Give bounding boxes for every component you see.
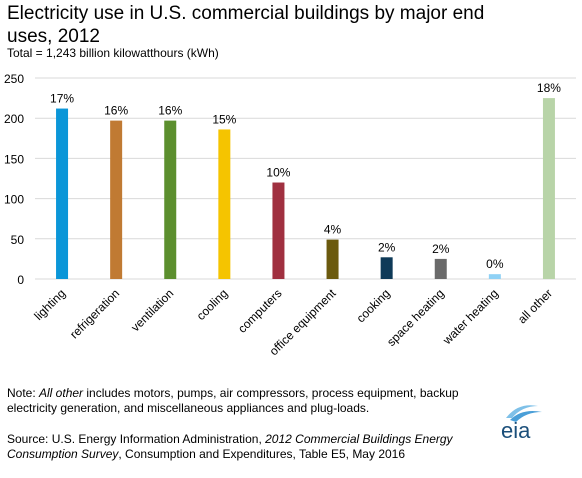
bar [56,108,69,279]
y-tick-label: 150 [4,152,24,166]
chart-source: Source: U.S. Energy Information Administ… [7,432,477,462]
bar [380,257,393,279]
x-tick-label: space heating [384,286,447,349]
x-tick-label: cooking [354,286,393,325]
bar [542,98,555,279]
bar-value-label: 18% [537,81,561,95]
note-italic: All other [39,386,84,400]
x-tick-label: refrigeration [67,286,122,341]
note-rest: includes motors, pumps, air compressors,… [7,386,459,415]
bar-value-label: 16% [104,104,128,118]
source-italic: 2012 Commercial Buildings Energy Consump… [7,432,453,461]
y-axis-ticks: 0 50 100 150 200 250 [4,72,24,287]
chart-note: Note: All other includes motors, pumps, … [7,386,487,416]
bar-value-label: 2% [378,240,396,254]
bar-value-label: 10% [266,166,290,180]
y-tick-label: 250 [4,72,24,86]
bar [272,182,285,279]
value-labels: 17% 16% 16% 15% 10% 4% 2% 2% 0% 18% [50,81,561,271]
bar [110,120,123,279]
chart-subtitle: Total = 1,243 billion kilowatthours (kWh… [7,46,219,60]
chart-title: Electricity use in U.S. commercial build… [7,3,485,47]
y-tick-label: 200 [4,112,24,126]
eia-logo-text: eia [501,418,531,443]
x-tick-label: ventilation [128,286,176,334]
bar-value-label: 2% [432,242,450,256]
bar-value-label: 15% [212,112,236,126]
eia-logo-icon: eia [501,405,542,443]
x-tick-label: computers [235,286,285,336]
y-tick-label: 100 [4,193,24,207]
x-tick-label: all other [515,286,555,326]
source-prefix: Source: U.S. Energy Information Administ… [7,432,266,446]
source-rest: , Consumption and Expenditures, Table E5… [118,447,406,461]
bar [326,239,339,279]
x-tick-label: cooling [194,286,231,323]
bar-value-label: 16% [158,104,182,118]
bar-value-label: 4% [324,223,342,237]
bar-value-label: 0% [486,257,504,271]
bar-value-label: 17% [50,92,74,106]
bar [488,274,501,279]
y-tick-label: 0 [17,273,24,287]
x-tick-label: water heating [439,286,501,348]
bars [56,98,555,279]
x-tick-label: lighting [31,286,68,323]
bar [218,129,231,279]
gridlines [35,77,576,280]
y-tick-label: 50 [11,233,25,247]
bar [164,120,177,279]
note-prefix: Note: [7,386,40,400]
bar [434,258,447,279]
